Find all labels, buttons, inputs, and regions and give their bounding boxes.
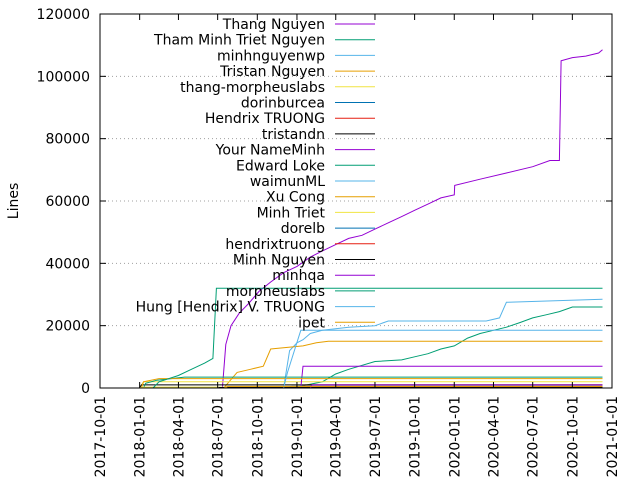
legend-label-18: morpheuslabs [226,284,325,300]
x-tick-label: 2020-01-01 [447,396,463,477]
x-tick-label: 2019-04-01 [329,396,345,477]
series-line-10 [143,376,603,389]
legend-label-6: dorinburcea [241,96,325,112]
x-tick-label: 2019-07-01 [368,396,384,477]
legend-label-14: dorelb [281,221,325,237]
y-tick-label: 0 [81,381,90,397]
legend-label-15: hendrixtruong [225,237,325,253]
legend-label-20: ipet [298,315,325,331]
legend-label-17: minhqa [272,268,325,284]
legend-label-13: Minh Triet [257,205,326,221]
series-line-17 [309,384,603,389]
x-tick-label: 2020-10-01 [565,396,581,477]
legend-label-3: minhnguyenwp [217,48,325,64]
series-line-9 [300,365,603,389]
legend-label-5: thang-morpheuslabs [180,80,325,96]
y-tick-label: 120000 [37,7,90,23]
legend-label-11: waimunML [250,174,325,190]
legend-label-4: Tristan Nguyen [219,64,325,80]
y-tick-label: 40000 [45,256,90,272]
x-tick-label: 2020-04-01 [486,396,502,477]
series-line-2 [291,306,603,389]
x-tick-label: 2018-10-01 [250,396,266,477]
x-tick-label: 2018-04-01 [171,396,187,477]
x-tick-label: 2019-10-01 [408,396,424,477]
series-line-1 [221,49,603,389]
legend-label-7: Hendrix TRUONG [205,111,325,127]
legend-label-12: Xu Cong [266,190,325,206]
series-layer [139,49,603,389]
y-tick-label: 80000 [45,132,90,148]
legend-label-10: Edward Loke [236,158,325,174]
legend-label-1: Thang Nguyen [222,17,325,33]
series-line-20 [223,385,603,389]
series-line-18 [152,287,603,389]
x-tick-label: 2018-07-01 [211,396,227,477]
y-tick-label: 100000 [37,69,90,85]
series-line-19 [283,329,603,389]
y-tick-label: 20000 [45,319,90,335]
series-line-12 [140,378,603,389]
axis-layer: 0 20000 40000 60000 80000 100000 120000 2017-10… [37,7,621,477]
series-line-4 [223,340,603,389]
x-tick-label: 2020-07-01 [526,396,542,477]
legend-label-16: Minh Nguyen [233,253,325,269]
legend-label-9: Your NameMinh [215,143,325,159]
x-tick-label: 2017-10-01 [93,396,109,477]
grid-layer [100,75,612,327]
y-axis-label: Lines [6,183,22,219]
legend-label-19: Hung [Hendrix] V. TRUONG [136,300,325,316]
x-tick-label: 2018-01-01 [133,396,149,477]
x-tick-label: 2021-01-01 [605,396,621,477]
legend-label-2: Tham Minh Triet Nguyen [153,33,325,49]
legend-label-8: tristandn [262,127,325,143]
x-tick-label: 2019-01-01 [290,396,306,477]
y-tick-label: 60000 [45,194,90,210]
